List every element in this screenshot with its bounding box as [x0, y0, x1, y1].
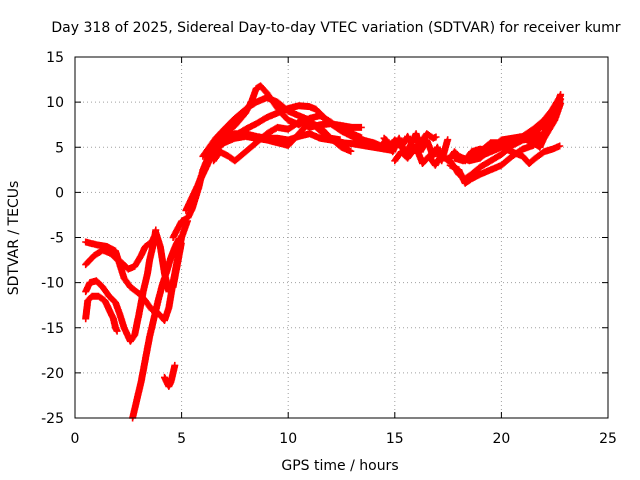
data-points [82, 82, 565, 422]
x-axis-tick-labels: 0 5 10 15 20 25 [71, 431, 617, 447]
chart-title: Day 318 of 2025, Sidereal Day-to-day VTE… [51, 20, 620, 36]
axis-ticks [74, 56, 609, 419]
y-tick-label: -20 [41, 366, 64, 382]
data-point-markers [82, 82, 565, 422]
x-tick-label: 25 [599, 431, 617, 447]
x-tick-label: 5 [177, 431, 186, 447]
x-tick-label: 15 [386, 431, 404, 447]
y-tick-label: -5 [50, 231, 64, 247]
y-tick-label: 0 [55, 185, 64, 201]
x-tick-label: 20 [492, 431, 510, 447]
x-tick-label: 0 [71, 431, 80, 447]
y-tick-label: -10 [41, 276, 64, 292]
x-axis-title: GPS time / hours [281, 458, 398, 474]
y-tick-label: 15 [46, 50, 64, 66]
y-axis-title: SDTVAR / TECUs [6, 181, 22, 296]
y-tick-label: -25 [41, 411, 64, 427]
x-tick-label: 10 [279, 431, 297, 447]
y-axis-tick-labels: -25 -20 -15 -10 -5 0 5 10 15 [41, 50, 64, 427]
y-tick-label: -15 [41, 321, 64, 337]
y-tick-label: 10 [46, 95, 64, 111]
y-tick-label: 5 [55, 140, 64, 156]
